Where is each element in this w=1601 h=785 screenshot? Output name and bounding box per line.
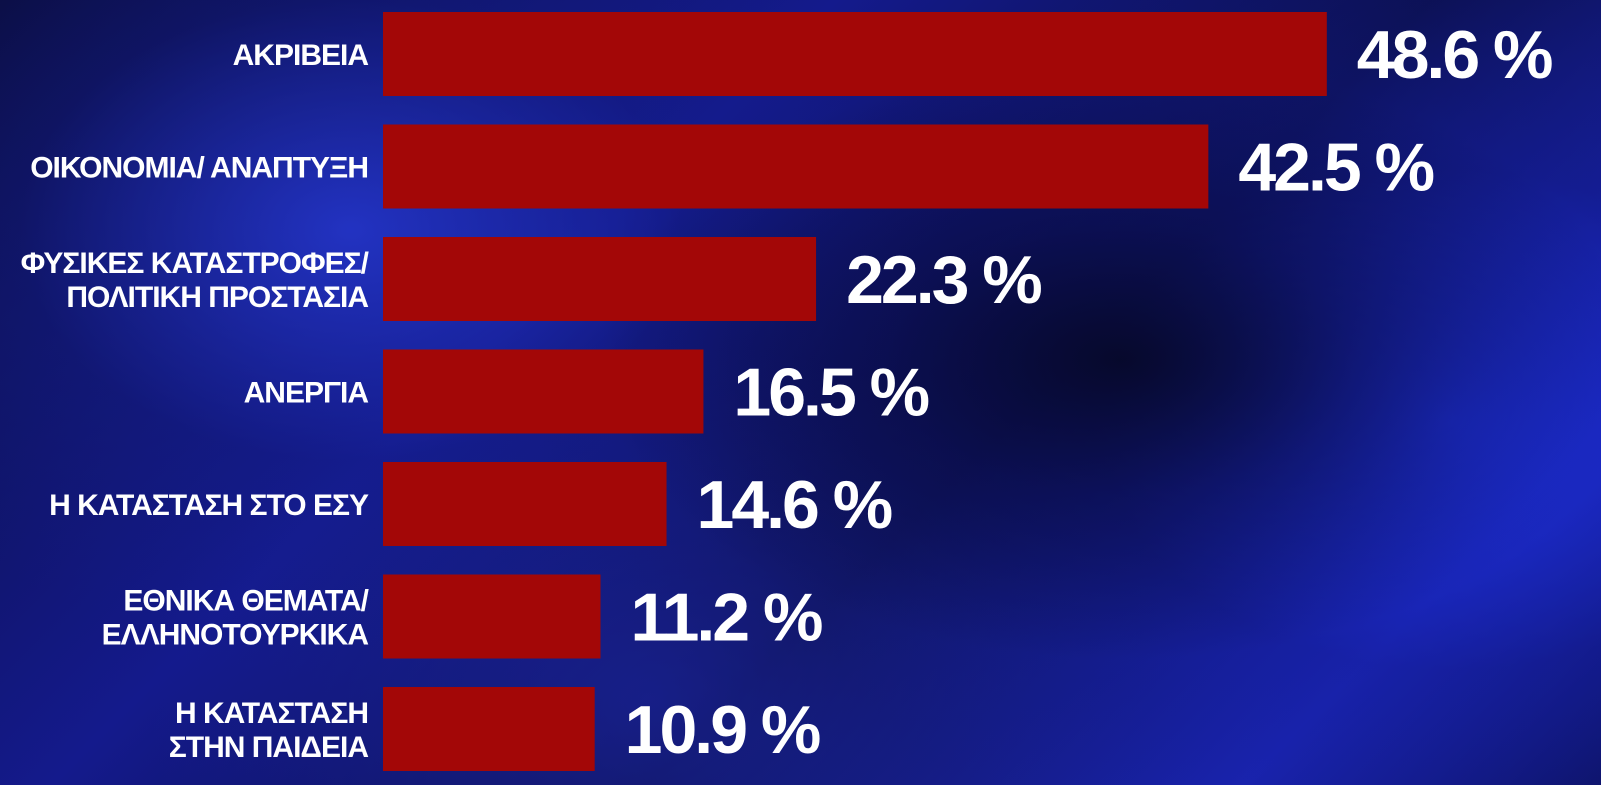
bar <box>383 349 704 434</box>
category-label-line: ΑΚΡΙΒΕΙΑ <box>233 39 369 72</box>
value-label: 42.5 % <box>1238 130 1433 206</box>
value-label: 16.5 % <box>733 355 928 431</box>
bar <box>383 462 667 546</box>
bar <box>383 12 1327 96</box>
category-label-line: ΕΛΛΗΝΟΤΟΥΡΚΙΚΑ <box>102 619 369 652</box>
value-label: 22.3 % <box>846 242 1041 318</box>
category-label: ΕΘΝΙΚΑ ΘΕΜΑΤΑ/ΕΛΛΗΝΟΤΟΥΡΚΙΚΑ <box>102 585 370 652</box>
category-label: ΑΚΡΙΒΕΙΑ <box>233 39 369 72</box>
category-label-line: ΠΟΛΙΤΙΚΗ ΠΡΟΣΤΑΣΙΑ <box>66 281 368 314</box>
category-label-line: ΟΙΚΟΝΟΜΙΑ/ ΑΝΑΠΤΥΞΗ <box>30 152 368 185</box>
bar <box>383 687 595 771</box>
category-label-line: ΣΤΗΝ ΠΑΙΔΕΙΑ <box>169 731 369 764</box>
category-label-line: ΦΥΣΙΚΕΣ ΚΑΤΑΣΤΡΟΦΕΣ/ <box>21 247 370 280</box>
value-label: 14.6 % <box>697 467 892 543</box>
bar <box>383 574 601 659</box>
category-label: ΟΙΚΟΝΟΜΙΑ/ ΑΝΑΠΤΥΞΗ <box>30 152 368 185</box>
value-label: 48.6 % <box>1357 17 1552 93</box>
bar <box>383 124 1209 209</box>
bar <box>383 237 817 321</box>
value-label: 11.2 % <box>631 580 822 656</box>
category-label: Η ΚΑΤΑΣΤΑΣΗ ΣΤΗΝ ΠΑΙΔΕΙΑ <box>169 697 369 764</box>
category-label-line: ΕΘΝΙΚΑ ΘΕΜΑΤΑ/ <box>123 585 369 618</box>
category-label-line: ΑΝΕΡΓΙΑ <box>244 377 369 410</box>
category-label-line: Η ΚΑΤΑΣΤΑΣΗ ΣΤΟ ΕΣΥ <box>49 489 369 522</box>
category-label: ΦΥΣΙΚΕΣ ΚΑΤΑΣΤΡΟΦΕΣ/ΠΟΛΙΤΙΚΗ ΠΡΟΣΤΑΣΙΑ <box>21 247 370 314</box>
value-label: 10.9 % <box>625 692 820 768</box>
category-label: ΑΝΕΡΓΙΑ <box>244 377 369 410</box>
category-label: Η ΚΑΤΑΣΤΑΣΗ ΣΤΟ ΕΣΥ <box>49 489 369 522</box>
category-label-line: Η ΚΑΤΑΣΤΑΣΗ <box>175 697 368 730</box>
